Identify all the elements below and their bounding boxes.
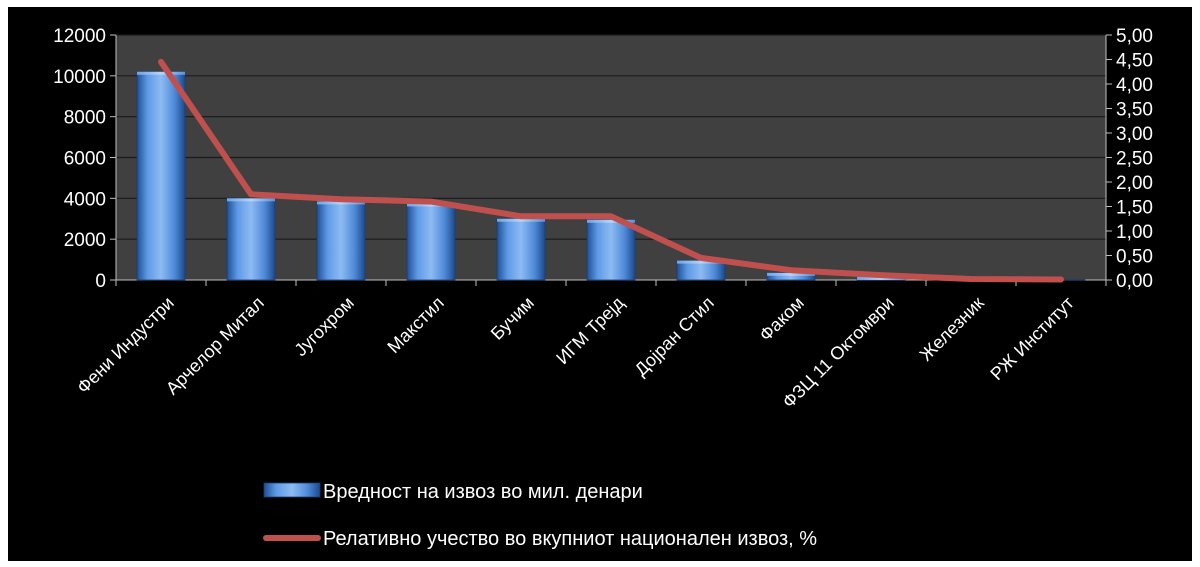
bar — [406, 203, 456, 281]
y2-tick-label: 2,00 — [1116, 173, 1153, 194]
y2-tick-label: 2,50 — [1116, 149, 1153, 170]
y2-tick-label: 4,00 — [1116, 75, 1153, 96]
y-tick-label: 6000 — [64, 149, 106, 170]
bar — [226, 197, 276, 281]
x-tick-label: Фени Индустри — [73, 293, 178, 398]
bar — [316, 200, 366, 281]
x-tick-label: Бучим — [487, 293, 538, 344]
x-tick-label: Југохром — [290, 293, 357, 360]
legend: Вредност на извоз во мил. денари Релативн… — [263, 481, 817, 550]
bar — [586, 219, 636, 281]
x-tick-label: ИГМ Трејд — [552, 292, 628, 368]
x-tick-label: Факом — [755, 293, 807, 345]
x-tick-label: Железник — [916, 293, 988, 365]
x-tick-label: Дојран Стил — [631, 293, 718, 380]
legend-item-bar: Вредност на извоз во мил. денари — [263, 481, 643, 503]
y-tick-label: 12000 — [53, 26, 106, 47]
y2-tick-label: 1,50 — [1116, 198, 1153, 219]
axes: 0 2000 4000 6000 8000 10000 12000 0,00 0,50 1,00 1… — [53, 26, 1153, 292]
legend-swatch-bar — [263, 482, 321, 498]
y2-tick-label: 1,00 — [1116, 222, 1153, 243]
bar — [496, 218, 546, 281]
y-tick-label: 4000 — [64, 189, 106, 210]
legend-label: Релативно учество во вкупниот национален… — [323, 528, 817, 550]
x-tick-label: Арчелор Митал — [162, 293, 268, 399]
y-tick-label: 0 — [95, 271, 106, 292]
combo-chart: 0 2000 4000 6000 8000 10000 12000 0,00 0,50 1,00 1… — [53, 26, 1153, 550]
bar-series — [136, 71, 1086, 281]
chart-container: 0 2000 4000 6000 8000 10000 12000 0,00 0,50 1,00 1… — [8, 7, 1192, 561]
y-tick-label: 10000 — [53, 67, 106, 88]
x-tick-label: РЖ Институт — [986, 293, 1077, 384]
x-tick-label: Макстил — [383, 293, 447, 357]
bar — [676, 260, 726, 281]
y2-tick-label: 5,00 — [1116, 26, 1153, 47]
y2-tick-label: 4,50 — [1116, 51, 1153, 72]
y2-tick-label: 3,50 — [1116, 100, 1153, 121]
y2-tick-label: 0,50 — [1116, 247, 1153, 268]
y2-tick-label: 0,00 — [1116, 271, 1153, 292]
legend-item-line: Релативно учество во вкупниот национален… — [263, 528, 817, 550]
y2-tick-label: 3,00 — [1116, 124, 1153, 145]
bar — [136, 71, 186, 281]
legend-label: Вредност на извоз во мил. денари — [323, 481, 643, 503]
line-series — [158, 58, 1064, 283]
y-tick-label: 2000 — [64, 230, 106, 251]
y-tick-label: 8000 — [64, 108, 106, 129]
